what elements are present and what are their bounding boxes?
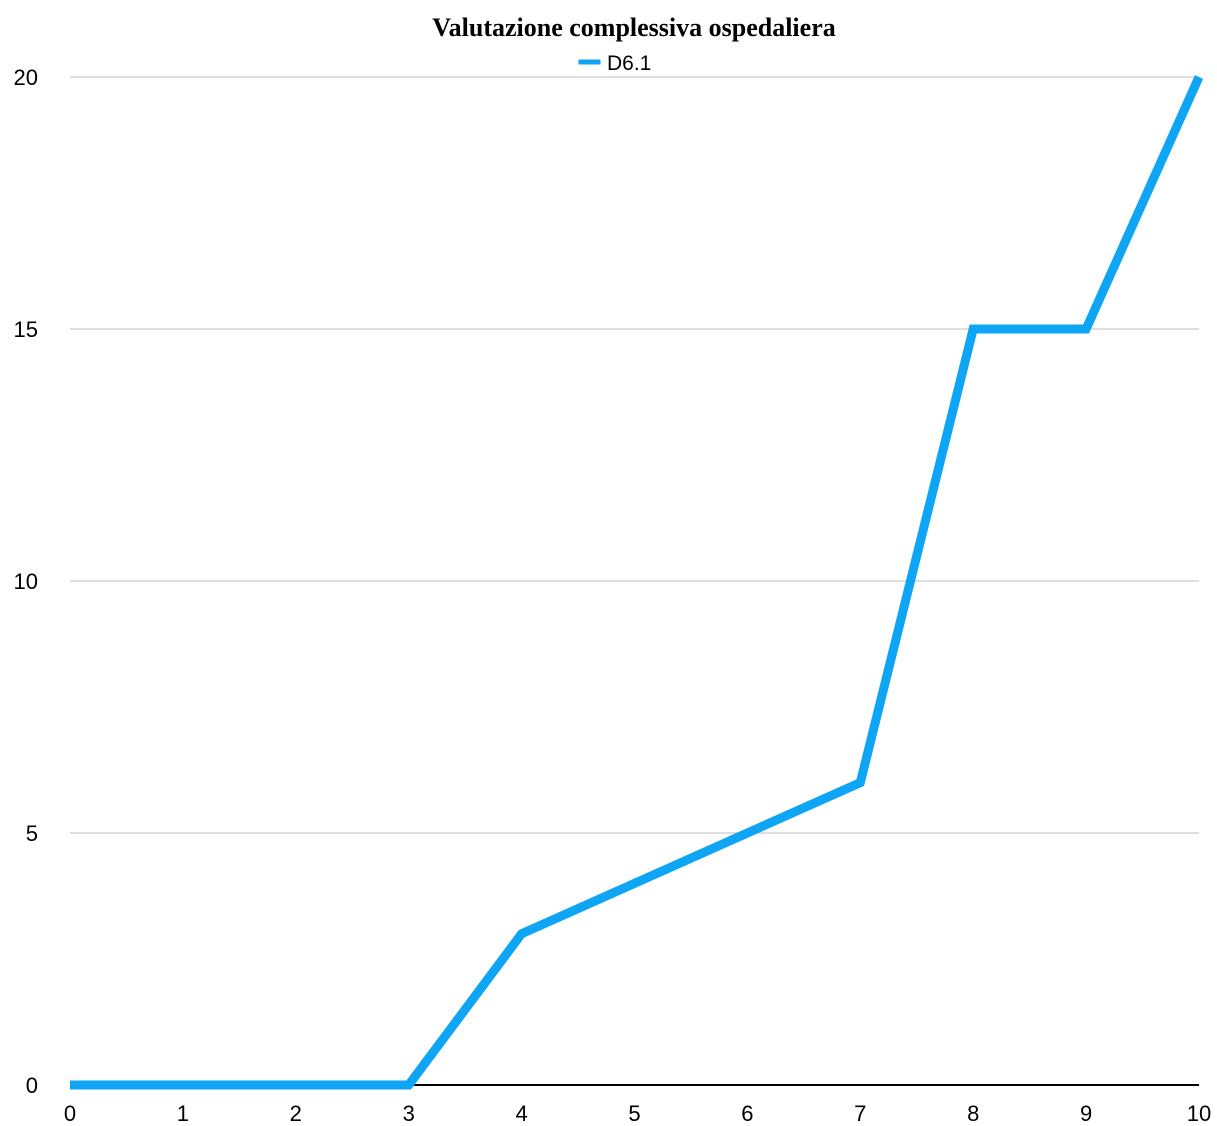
legend: D6.1 xyxy=(578,52,651,75)
y-tick-label: 20 xyxy=(14,65,38,90)
x-tick-label: 1 xyxy=(177,1101,189,1126)
y-tick-label: 10 xyxy=(14,569,38,594)
y-tick-label: 15 xyxy=(14,317,38,342)
y-axis-ticks: 0 5 10 15 20 xyxy=(14,65,38,1098)
x-tick-label: 3 xyxy=(403,1101,415,1126)
x-tick-label: 0 xyxy=(64,1101,76,1126)
x-tick-label: 5 xyxy=(628,1101,640,1126)
y-tick-label: 5 xyxy=(26,821,38,846)
series-line-0 xyxy=(70,75,1204,1090)
x-tick-label: 6 xyxy=(741,1101,753,1126)
chart-title: Valutazione complessiva ospedaliera xyxy=(432,13,835,42)
series-layer xyxy=(70,75,1204,1090)
x-tick-label: 10 xyxy=(1187,1101,1211,1126)
x-tick-label: 7 xyxy=(854,1101,866,1126)
legend-label-d6-1: D6.1 xyxy=(607,52,651,75)
x-tick-label: 4 xyxy=(515,1101,527,1126)
x-axis-ticks: 0 1 2 3 4 5 6 7 8 9 10 xyxy=(64,1101,1211,1126)
x-tick-label: 8 xyxy=(967,1101,979,1126)
gridlines xyxy=(70,76,1199,834)
x-tick-label: 2 xyxy=(290,1101,302,1126)
x-tick-label: 9 xyxy=(1080,1101,1092,1126)
y-tick-label: 0 xyxy=(26,1073,38,1098)
